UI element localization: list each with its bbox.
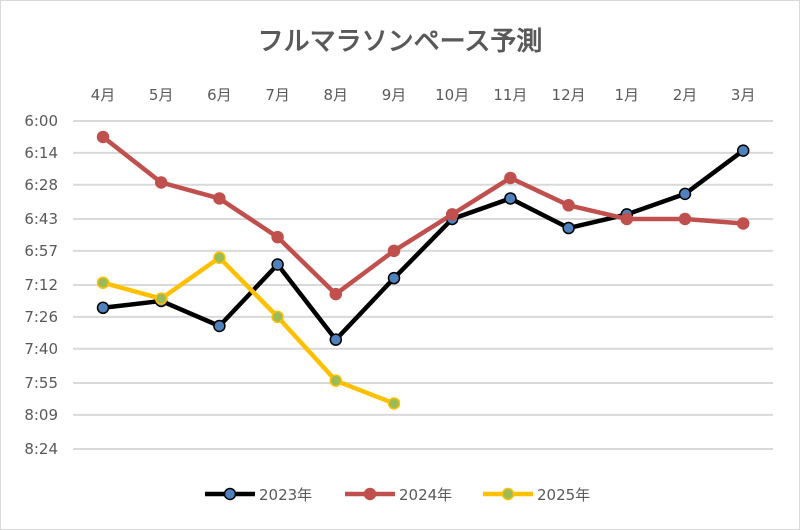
x-tick-label: 5月 — [149, 86, 174, 104]
data-point — [504, 192, 517, 205]
data-point — [387, 397, 401, 410]
x-tick-label: 7月 — [265, 86, 290, 104]
legend-item: 2023年 — [205, 486, 312, 504]
data-point — [387, 244, 401, 258]
data-point — [736, 217, 750, 230]
data-point — [678, 187, 692, 201]
x-tick-label: 9月 — [382, 86, 407, 104]
data-point — [213, 192, 226, 205]
series-line — [102, 148, 745, 342]
chart-title: フルマラソンペース予測 — [258, 27, 543, 57]
x-tick-label: 10月 — [435, 86, 469, 104]
data-point — [271, 310, 284, 324]
y-tick-label: 8:24 — [24, 440, 58, 458]
y-tick-label: 6:57 — [24, 242, 58, 260]
series-line — [101, 135, 744, 297]
data-point — [445, 208, 459, 221]
y-tick-label: 7:55 — [24, 374, 58, 392]
data-point — [271, 258, 284, 271]
y-tick-label: 7:40 — [24, 340, 58, 358]
x-tick-label: 4月 — [91, 86, 116, 104]
series-2025年 — [96, 251, 401, 410]
legend-marker — [223, 487, 237, 501]
series-2024年 — [96, 130, 750, 301]
data-point — [154, 176, 168, 189]
y-tick-label: 6:00 — [24, 112, 58, 130]
data-point — [213, 251, 226, 264]
x-tick-label: 3月 — [731, 86, 756, 104]
legend-item: 2025年 — [483, 486, 590, 504]
legend-label: 2023年 — [259, 486, 312, 504]
data-point — [620, 212, 634, 226]
data-point — [736, 144, 750, 157]
legend-label: 2024年 — [399, 486, 452, 504]
x-tick-label: 12月 — [552, 86, 586, 104]
y-tick-label: 8:09 — [24, 406, 58, 424]
legend-marker — [363, 487, 377, 501]
data-point — [329, 333, 343, 346]
data-point — [329, 287, 343, 301]
data-point — [213, 319, 226, 333]
y-tick-label: 6:43 — [24, 210, 58, 228]
x-tick-label: 6月 — [207, 86, 232, 104]
data-point — [271, 230, 284, 244]
y-tick-label: 6:14 — [24, 144, 58, 162]
data-point — [504, 171, 517, 185]
series-2023年 — [96, 144, 750, 346]
legend-marker — [501, 487, 515, 501]
data-point — [96, 276, 110, 289]
legend-label: 2025年 — [537, 486, 590, 504]
data-point — [562, 221, 575, 235]
x-tick-label: 2月 — [673, 86, 698, 104]
data-point — [96, 301, 110, 315]
x-tick-label: 1月 — [615, 86, 640, 104]
data-point — [96, 130, 110, 144]
legend-item: 2024年 — [345, 486, 452, 504]
x-tick-label: 11月 — [493, 86, 527, 104]
data-point — [387, 271, 401, 285]
data-point — [678, 212, 692, 226]
y-tick-label: 6:28 — [24, 176, 58, 194]
data-point — [154, 292, 168, 305]
data-point — [562, 199, 575, 212]
y-tick-label: 7:12 — [24, 276, 58, 294]
data-point — [329, 374, 343, 387]
series-line — [102, 255, 395, 406]
y-tick-label: 7:26 — [24, 308, 58, 326]
x-tick-label: 8月 — [324, 86, 349, 104]
